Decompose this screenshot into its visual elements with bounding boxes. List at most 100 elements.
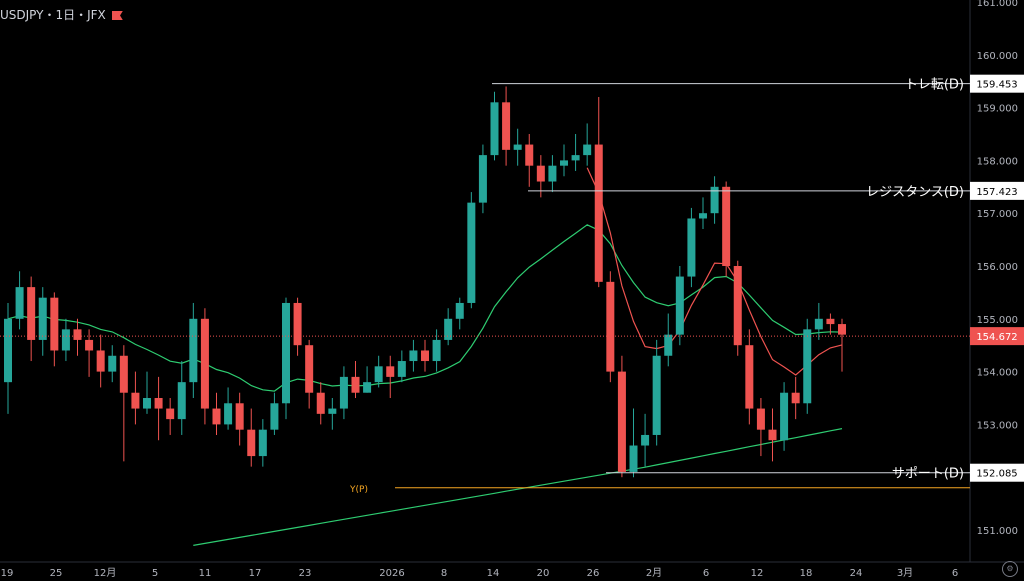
level-price-label: 152.085 [976,469,1017,480]
candle-body [629,445,638,472]
candle-body [224,403,233,425]
candle-body [409,350,418,362]
level-price-label: 159.453 [976,80,1017,91]
y-tick-label: 159.000 [977,104,1018,115]
y-tick-label: 155.000 [977,315,1018,326]
candle-body [733,266,742,346]
candle-body [548,165,557,182]
candle-body [270,403,279,430]
candle-body [675,276,684,335]
candle-body [687,218,696,277]
y-tick-label: 154.000 [977,368,1018,379]
level-label: サポート(D) [892,467,964,482]
x-tick-label: 20 [537,568,550,579]
candle-body [803,329,812,404]
level-price-tag [970,181,1024,200]
ema-slow-line [193,428,843,546]
candle-body [247,429,256,457]
candle-body [432,339,441,362]
x-tick-label: 26 [587,568,600,579]
candle-body [502,102,511,150]
level-label: レジスタンス(D) [866,185,964,200]
candle-body [212,408,221,425]
level-price-label: 157.423 [976,187,1017,198]
x-tick-label: 12月 [94,567,117,579]
candle-body [768,429,777,441]
candle-body [305,345,314,393]
level-price-tag [970,463,1024,482]
gear-icon[interactable]: ⚙ [1002,561,1018,577]
candle-body [455,302,464,319]
candle-body [467,202,476,303]
y-tick-label: 151.000 [977,526,1018,537]
candle-body [177,382,186,420]
candle-body [606,281,615,372]
x-tick-label: 6 [703,568,709,579]
candle-body [4,318,12,383]
candle-body [85,339,94,351]
x-tick-label: 5 [152,568,158,579]
level-label: トレ転(D) [905,78,964,93]
candle-body [282,302,290,404]
candle-body [363,382,372,393]
candle-body [722,186,731,266]
candle-body [838,324,846,335]
candle-body [710,186,719,214]
x-tick-label: 8 [441,568,447,579]
candle-body [536,165,545,182]
candle-body [791,392,800,404]
candle-body [421,350,429,362]
y-tick-label: 160.000 [977,51,1018,62]
x-tick-label: 24 [850,568,863,579]
candle-body [189,318,198,383]
x-tick-label: 18 [800,568,813,579]
candle-body [560,160,568,166]
symbol-label: USDJPY・1日・JFX [0,8,106,22]
x-tick-label: 2月 [646,567,662,579]
candle-body [814,318,823,330]
x-tick-label: 11 [199,568,212,579]
x-tick-label: 19 [1,568,14,579]
flag-icon [111,11,123,20]
level-price-tag [970,74,1024,93]
candle-body [386,366,395,377]
candle-body [328,408,337,414]
candle-body [15,287,24,319]
candle-body [699,213,707,219]
candle-body [316,392,325,414]
x-tick-label: 12 [751,568,764,579]
candle-body [571,155,580,161]
candle-body [594,144,603,282]
candle-body [478,155,487,203]
candle-body [119,355,128,393]
pivot-label: Y(P) [349,485,368,495]
candle-body [664,334,673,356]
candle-body [641,434,650,446]
candle-body [525,144,534,166]
candle-body [617,371,626,472]
candle-body [397,361,406,377]
x-tick-label: 2026 [379,568,404,579]
candle-body [154,398,163,409]
candle-body [444,318,453,340]
candle-body [339,376,348,409]
candle-body [826,318,835,325]
candle-body [61,329,70,351]
candle-body [652,355,661,435]
candle-body [27,287,36,340]
candle-body [235,403,244,430]
x-tick-label: 17 [249,568,262,579]
candle-body [374,366,383,383]
candle-body [490,102,499,156]
x-tick-label: 6 [952,568,958,579]
candle-body [38,297,47,340]
candle-body [200,318,209,409]
y-tick-label: 158.000 [977,156,1018,167]
y-tick-label: 157.000 [977,209,1018,220]
x-tick-label: 14 [487,568,500,579]
x-tick-label: 3月 [897,567,913,579]
candle-body [50,297,59,351]
x-tick-label: 23 [299,568,312,579]
candle-body [756,408,765,430]
